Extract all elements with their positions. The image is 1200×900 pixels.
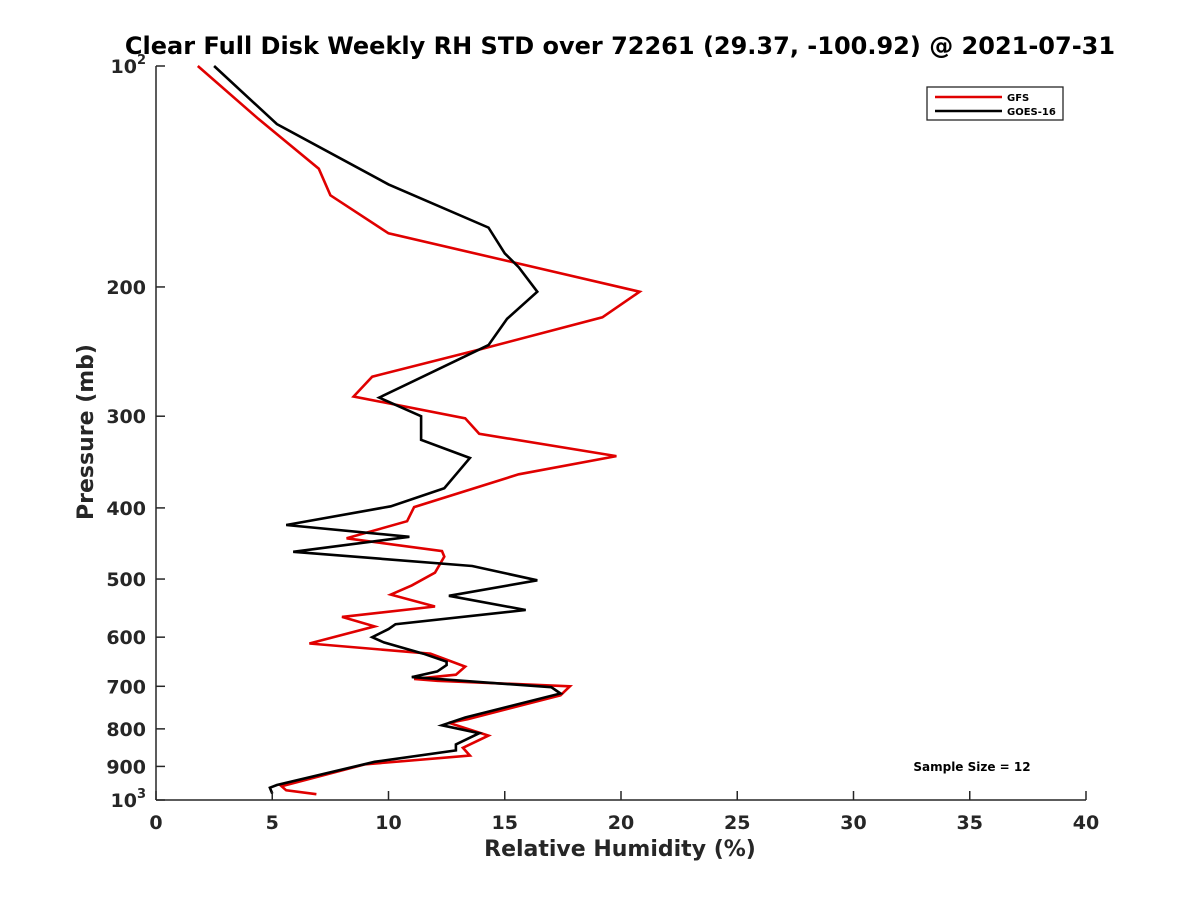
legend-label: GFS (1007, 93, 1029, 104)
series-line-gfs (196, 65, 643, 796)
y-tick-label: 500 (106, 569, 146, 591)
legend-label: GOES-16 (1007, 107, 1056, 118)
y-tick-label: 300 (106, 406, 146, 428)
y-axis-ticks: 102 200 300 400 500 600 700 800 900 103 (106, 53, 165, 812)
x-tick-label: 10 (375, 812, 401, 834)
x-axis-label: Relative Humidity (%) (484, 837, 756, 862)
axes-frame (155, 66, 1086, 801)
x-tick-label: 25 (724, 812, 750, 834)
y-tick-label: 800 (106, 719, 146, 741)
x-tick-label: 15 (492, 812, 518, 834)
y-tick-label: 200 (106, 277, 146, 299)
legend: GFS GOES-16 (926, 86, 1064, 121)
y-tick-label: 600 (106, 627, 146, 649)
y-axis-label: Pressure (mb) (74, 344, 99, 520)
x-tick-label: 20 (608, 812, 634, 834)
y-tick-label: 103 (111, 787, 147, 812)
chart-title: Clear Full Disk Weekly RH STD over 72261… (125, 32, 1115, 60)
y-tick-label: 400 (106, 498, 146, 520)
x-axis-ticks: 0 5 10 15 20 25 30 35 40 (149, 791, 1099, 834)
sample-size-annotation: Sample Size = 12 (913, 760, 1030, 774)
y-tick-label: 700 (106, 676, 146, 698)
y-tick-label: 102 (111, 53, 147, 78)
x-tick-label: 0 (149, 812, 162, 834)
legend-box (926, 86, 1064, 121)
x-tick-label: 35 (957, 812, 983, 834)
x-tick-label: 40 (1073, 812, 1099, 834)
series-layer (196, 65, 643, 796)
series-line-goes-16 (213, 65, 564, 795)
y-tick-label: 900 (106, 756, 146, 778)
x-tick-label: 30 (840, 812, 866, 834)
x-tick-label: 5 (266, 812, 279, 834)
